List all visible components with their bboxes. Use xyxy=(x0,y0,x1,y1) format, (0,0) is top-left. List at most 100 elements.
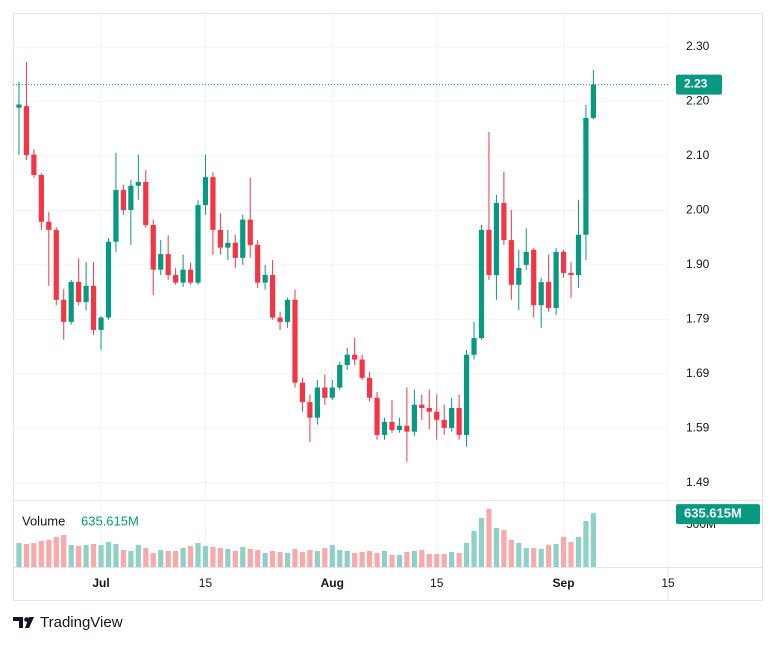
volume-bar xyxy=(411,550,417,567)
volume-bar xyxy=(173,550,179,567)
candle-body xyxy=(31,154,37,175)
axes: 1.49 1.59 1.69 1.79 1.90 2.00 2.10 2.20 2.30 Jul 1… xyxy=(13,39,760,590)
candle-body xyxy=(173,275,179,283)
candle-body xyxy=(262,275,268,283)
candles xyxy=(16,61,597,462)
candle-body xyxy=(202,177,209,206)
candle-body xyxy=(292,299,298,383)
candle-body xyxy=(523,251,529,265)
volume-bar xyxy=(98,545,104,567)
volume-bar xyxy=(180,548,186,567)
volume-bar xyxy=(217,548,224,567)
candle-body xyxy=(120,190,127,210)
volume-bar xyxy=(292,549,298,567)
volume-bar xyxy=(16,542,22,567)
candle-body xyxy=(105,241,112,318)
volume-bar xyxy=(434,554,440,567)
volume-bar xyxy=(381,550,388,567)
brand-name: TradingView xyxy=(40,614,123,631)
candle-body xyxy=(46,221,52,230)
candle-body xyxy=(277,317,283,322)
volume-bar xyxy=(419,550,425,567)
volume-bar xyxy=(396,555,403,567)
volume-bar xyxy=(441,554,447,567)
volume-bar xyxy=(113,544,119,567)
volume-bar xyxy=(232,550,238,567)
candle-body xyxy=(546,282,552,308)
volume-bar xyxy=(23,544,30,567)
candle-body xyxy=(329,387,335,398)
candle-body xyxy=(270,275,276,318)
candle-body xyxy=(150,225,156,270)
volume-bar xyxy=(299,551,306,567)
y-tick-label: 2.30 xyxy=(686,39,710,53)
volume-bar xyxy=(143,548,149,567)
volume-bar xyxy=(284,553,291,567)
volume-bar xyxy=(314,550,320,567)
volume-bar xyxy=(404,551,410,567)
candle-body xyxy=(590,84,597,118)
volume-bar xyxy=(255,550,261,567)
candle-body xyxy=(560,251,567,273)
candle-body xyxy=(575,234,582,276)
volume-bar xyxy=(158,550,164,567)
volume-bar xyxy=(389,555,395,567)
candle-body xyxy=(553,251,559,308)
volume-bar xyxy=(165,550,171,567)
candle-body xyxy=(98,317,104,330)
candle-body xyxy=(299,382,306,403)
volume-bar xyxy=(553,544,559,567)
x-tick-label: Jul xyxy=(92,576,109,590)
candle-body xyxy=(314,387,320,418)
candle-body xyxy=(255,244,261,283)
candle-body xyxy=(419,404,425,408)
candle-body xyxy=(217,229,224,248)
volume-bar xyxy=(501,530,507,567)
x-tick-label: 15 xyxy=(661,576,675,590)
volume-bar xyxy=(61,535,67,567)
candle-body xyxy=(135,181,141,186)
volume-bar xyxy=(531,548,537,567)
volume-bar xyxy=(277,551,283,567)
volume-bar xyxy=(202,545,209,567)
y-tick-label: 2.20 xyxy=(686,94,710,108)
volume-bar xyxy=(493,527,500,567)
candle-body xyxy=(352,354,358,360)
candle-body xyxy=(76,282,82,302)
candle-body xyxy=(53,229,59,300)
volume-bar xyxy=(329,545,335,567)
candle-body xyxy=(568,272,574,276)
volume-bar xyxy=(352,553,358,567)
candle-body xyxy=(284,299,291,322)
candle-body xyxy=(516,268,522,285)
volume-bars xyxy=(16,508,597,567)
volume-bar xyxy=(508,540,514,567)
candle-body xyxy=(366,377,373,398)
candle-body xyxy=(501,202,507,241)
volume-bar xyxy=(344,550,350,567)
volume-bar xyxy=(120,550,127,567)
y-tick-label: 2.00 xyxy=(686,203,710,217)
volume-bar xyxy=(546,545,552,567)
candle-body xyxy=(493,202,500,276)
candle-body xyxy=(471,338,477,355)
y-tick-label: 1.79 xyxy=(686,311,710,325)
volume-bar xyxy=(471,531,477,567)
volume-bar xyxy=(90,544,97,567)
candle-body xyxy=(463,354,470,435)
volume-legend-name: Volume xyxy=(22,513,65,528)
volume-bar xyxy=(523,548,529,567)
volume-legend-value: 635.615M xyxy=(81,513,139,528)
candle-body xyxy=(359,359,365,378)
volume-bar xyxy=(463,542,470,567)
candle-body xyxy=(16,104,22,108)
chart-frame xyxy=(13,13,763,601)
volume-bar xyxy=(575,536,582,567)
volume-bar xyxy=(374,553,380,567)
volume-bar xyxy=(568,541,574,567)
candle-body xyxy=(396,425,403,431)
candle-body xyxy=(158,254,164,270)
volume-bar xyxy=(538,549,544,567)
